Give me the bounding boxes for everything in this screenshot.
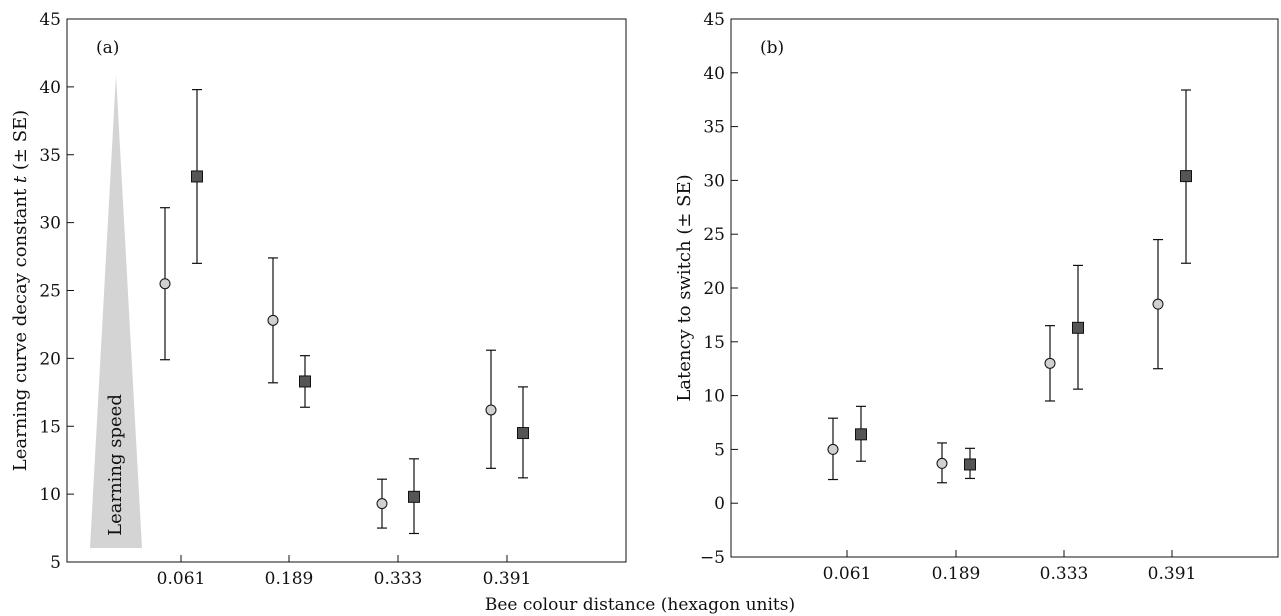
y-tick-label: 25: [39, 282, 61, 302]
data-point-square: [964, 458, 976, 471]
panel-label: (b): [760, 38, 784, 58]
panel-a: Learning speed 5 10 15 20 25 30 35 40 45 0.061 0.18…: [10, 10, 627, 589]
y-tick-label: 15: [39, 417, 61, 437]
y-tick-label: 35: [39, 146, 61, 166]
y-tick-label: 25: [703, 225, 725, 245]
panel-label: (a): [96, 38, 119, 58]
data-point-square: [517, 427, 529, 440]
y-tick-label: 30: [39, 214, 61, 234]
data-point-circle: [485, 404, 497, 416]
y-tick-label: 5: [50, 553, 61, 573]
x-tick-label: 0.061: [157, 569, 206, 589]
y-tick-label: 0: [714, 494, 725, 514]
data-point-circle: [1044, 357, 1056, 369]
y-tick-label: 10: [703, 387, 725, 407]
y-tick-label: 45: [703, 10, 725, 30]
y-tick-label: 40: [703, 64, 725, 84]
learning-speed-triangle: [90, 75, 142, 548]
y-tick-label: 10: [39, 485, 61, 505]
data-point-square: [855, 428, 867, 441]
x-tick-label: 0.189: [265, 569, 314, 589]
y-tick-label: −5: [700, 548, 725, 568]
y-tick-label: 30: [703, 171, 725, 191]
data-point-square: [1072, 321, 1084, 334]
x-tick-label: 0.391: [483, 569, 532, 589]
annotation-learning-speed: Learning speed: [105, 394, 126, 536]
plot-frame: [66, 18, 627, 563]
y-tick-label: 20: [703, 279, 725, 299]
x-tick-label: 0.061: [823, 564, 872, 584]
y-tick-label: 40: [39, 78, 61, 98]
data-point-circle: [936, 457, 948, 469]
data-point-square: [299, 375, 311, 388]
x-tick-label: 0.189: [932, 564, 981, 584]
shared-x-axis-label: Bee colour distance (hexagon units): [485, 595, 795, 615]
x-tick-label: 0.391: [1148, 564, 1197, 584]
data-point-circle: [1152, 298, 1164, 310]
y-tick-label: 45: [39, 10, 61, 30]
y-axis-title: Latency to switch (± SE): [674, 174, 695, 401]
data-point-square: [408, 490, 420, 503]
data-point-circle: [827, 443, 839, 455]
data-point-circle: [159, 278, 171, 290]
x-tick-label: 0.333: [1040, 564, 1089, 584]
data-point-square: [191, 170, 203, 183]
x-tick-label: 0.333: [374, 569, 423, 589]
y-axis-title: Learning curve decay constant t (± SE): [10, 110, 31, 471]
data-point-circle: [376, 498, 388, 510]
panel-b: −5 0 5 10 15 20 25 30 35 40 45 0.061 0.189 0.333 0.391…: [674, 10, 1279, 584]
plot-frame: [730, 18, 1279, 558]
y-tick-label: 5: [714, 440, 725, 460]
y-tick-label: 15: [703, 333, 725, 353]
y-tick-label: 35: [703, 118, 725, 138]
data-point-square: [1180, 170, 1192, 183]
y-tick-label: 20: [39, 349, 61, 369]
data-point-circle: [267, 314, 279, 326]
